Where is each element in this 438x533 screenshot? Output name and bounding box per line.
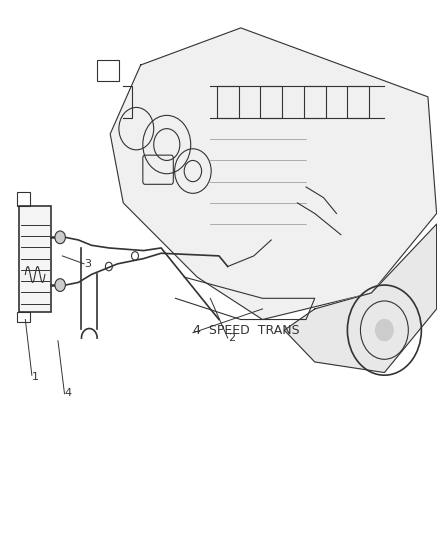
Bar [97,60,119,81]
Bar [260,86,282,118]
Text: 4: 4 [64,389,72,398]
Bar [217,86,239,118]
Text: 2: 2 [228,333,235,343]
Polygon shape [110,28,437,319]
Bar [304,86,325,118]
Bar [17,312,30,322]
Bar [17,192,30,206]
Bar [347,86,369,118]
Circle shape [55,231,65,244]
Circle shape [376,319,393,341]
Text: 3: 3 [84,259,91,269]
Circle shape [55,279,65,292]
Bar [19,206,51,312]
Text: 4  SPEED  TRANS: 4 SPEED TRANS [193,324,300,337]
Polygon shape [284,224,437,373]
Text: 1: 1 [32,373,39,383]
